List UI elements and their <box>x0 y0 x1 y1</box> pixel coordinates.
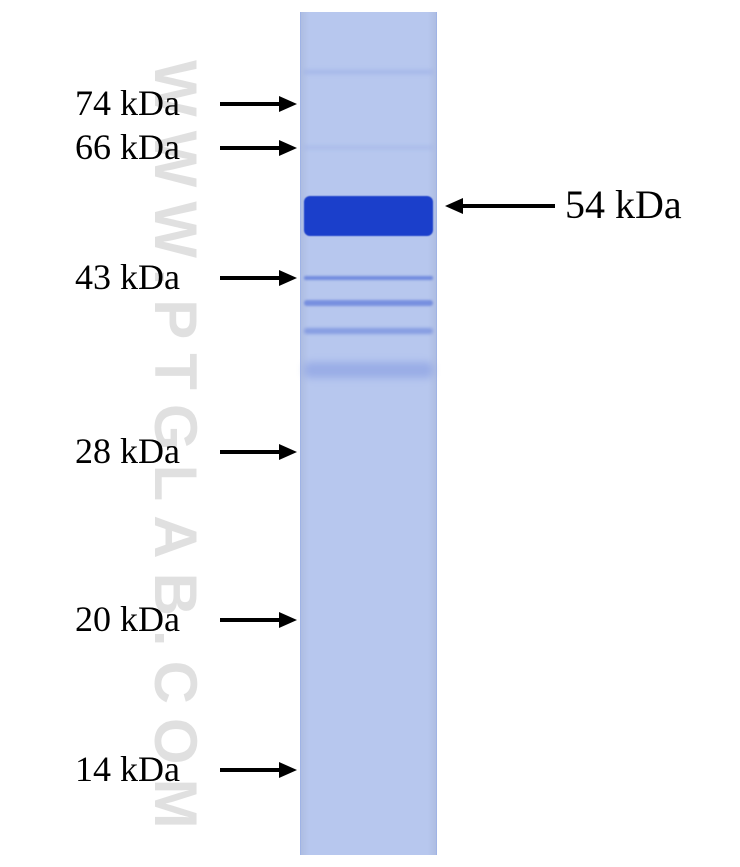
ladder-marker-label: 66 kDa <box>75 126 180 168</box>
ladder-marker-label: 14 kDa <box>75 748 180 790</box>
ladder-marker-label: 20 kDa <box>75 598 180 640</box>
gel-canvas: WWW.PTGLAB.COM 74 kDa66 kDa43 kDa28 kDa2… <box>0 0 740 867</box>
gel-band <box>304 362 433 378</box>
gel-band <box>304 70 433 74</box>
gel-band <box>304 196 433 236</box>
target-marker-label: 54 kDa <box>565 181 682 228</box>
gel-band <box>304 300 433 306</box>
arrow <box>425 194 575 218</box>
gel-lane <box>300 12 437 855</box>
ladder-marker-label: 28 kDa <box>75 430 180 472</box>
gel-band <box>304 146 433 149</box>
ladder-marker-label: 74 kDa <box>75 82 180 124</box>
ladder-marker-label: 43 kDa <box>75 256 180 298</box>
gel-band <box>304 328 433 334</box>
gel-band <box>304 276 433 280</box>
